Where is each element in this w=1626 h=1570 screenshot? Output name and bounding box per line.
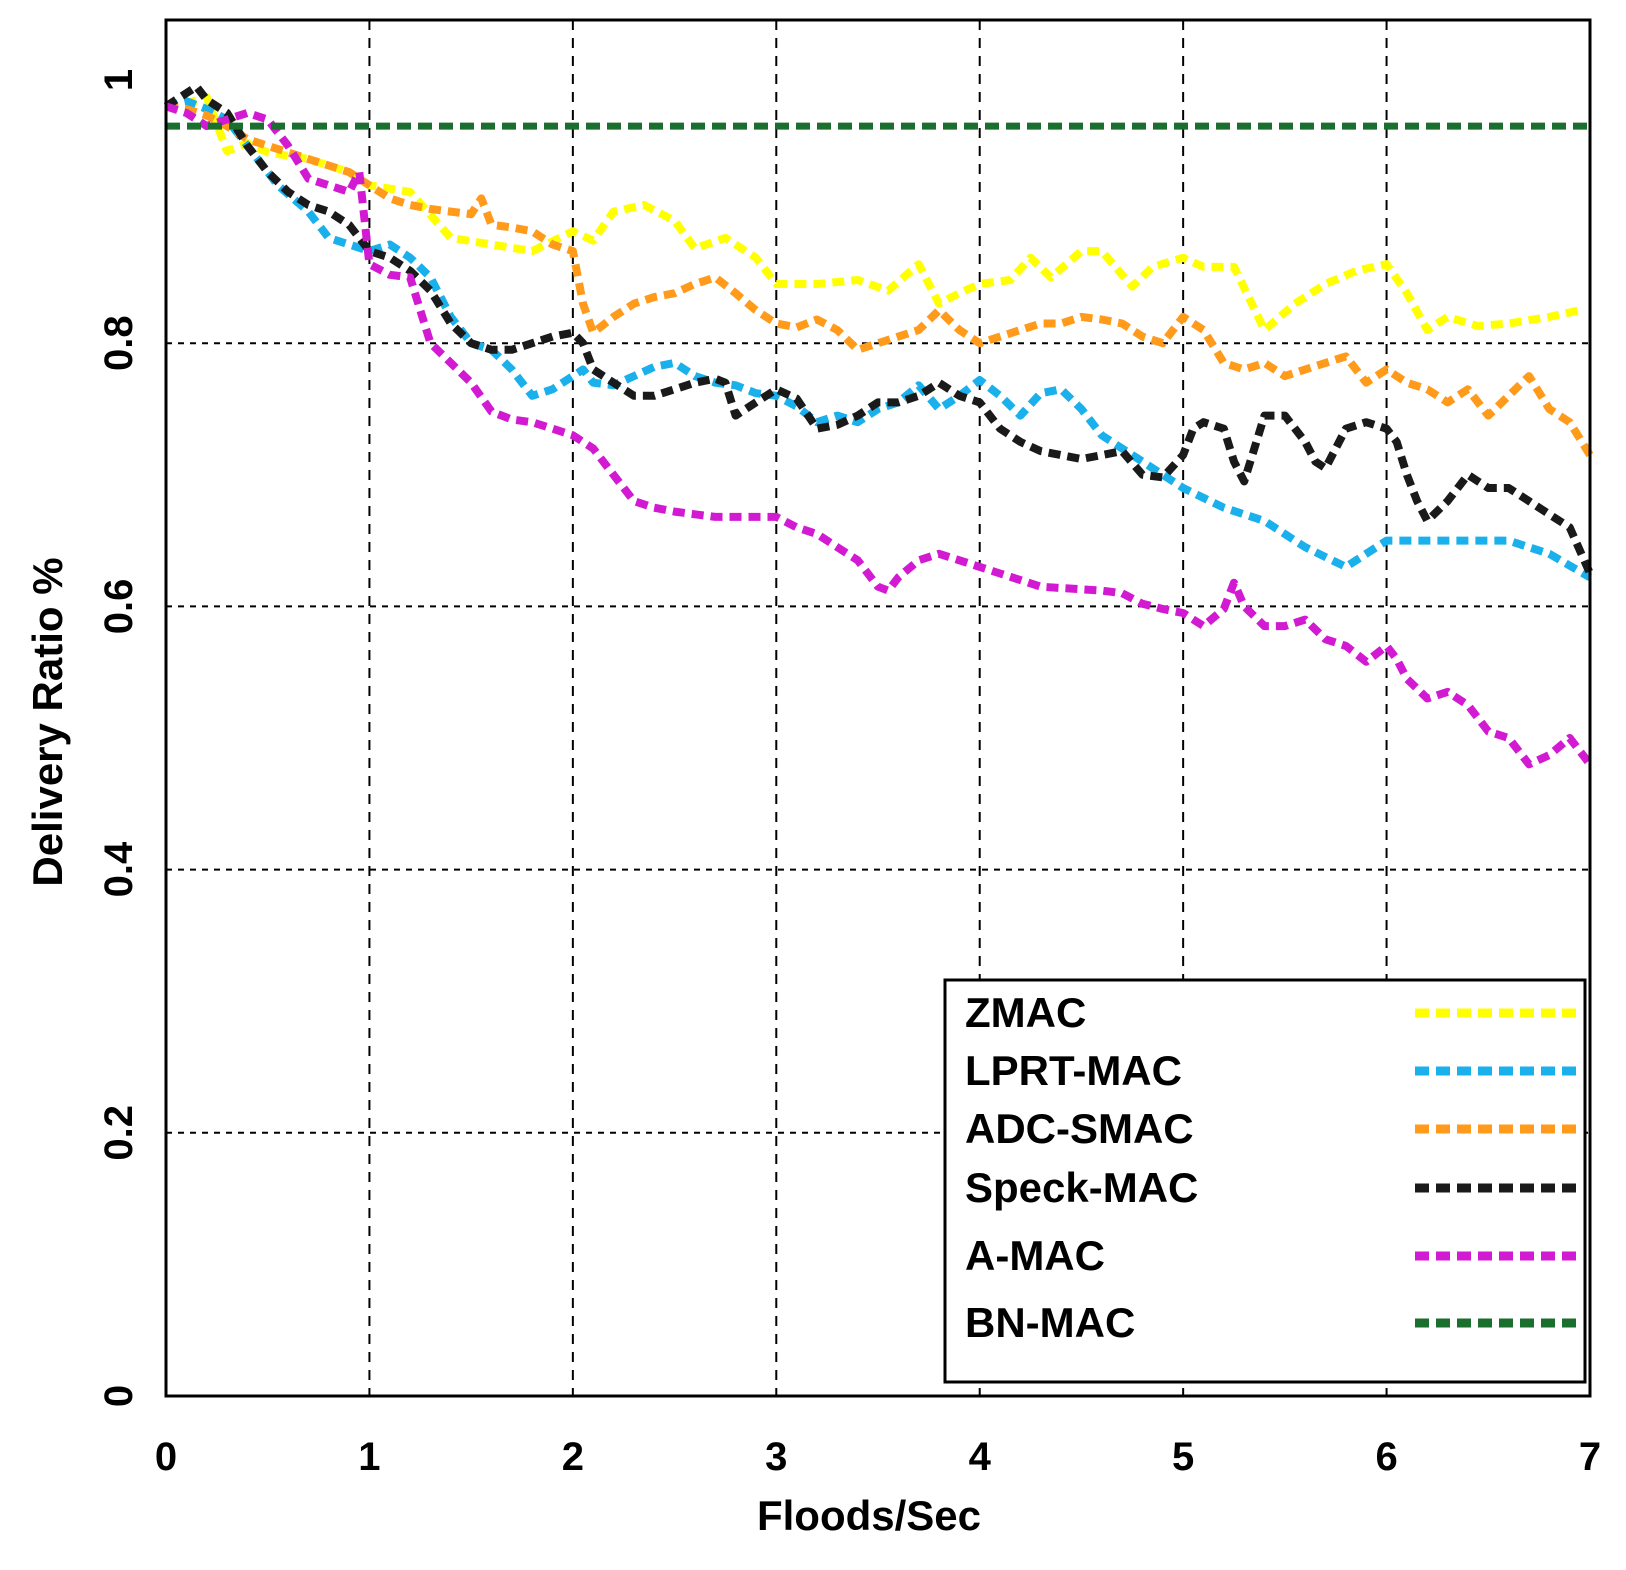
series-line-zmac	[165, 93, 1581, 334]
legend-label-adc-smac: ADC-SMAC	[965, 1105, 1194, 1152]
legend-label-zmac: ZMAC	[965, 989, 1086, 1036]
y-tick-label: 1	[97, 69, 141, 91]
y-tick-label: 0.4	[97, 841, 141, 897]
legend-label-speck-mac: Speck-MAC	[965, 1164, 1198, 1211]
series-line-speck-mac	[163, 82, 1594, 576]
y-tick-label: 0	[97, 1385, 141, 1407]
x-tick-label: 2	[562, 1435, 584, 1479]
legend-label-a-mac: A-MAC	[965, 1232, 1105, 1279]
plot-area-frame	[164, 18, 1592, 1398]
legend-entries: ZMAC LPRT-MAC ADC-SMAC Speck-MAC A-MAC BN-MAC	[965, 989, 1578, 1346]
x-tick-label: 0	[155, 1435, 177, 1479]
x-tick-label: 7	[1579, 1435, 1601, 1479]
legend-label-lprt-mac: LPRT-MAC	[965, 1047, 1182, 1094]
x-tick-label: 3	[765, 1435, 787, 1479]
y-tick-label: 0.2	[97, 1105, 141, 1161]
y-tick-label: 0.8	[97, 315, 141, 371]
grid-lines	[166, 20, 1590, 1396]
series-line-adc-smac	[165, 102, 1594, 458]
legend: ZMAC LPRT-MAC ADC-SMAC Speck-MAC A-MAC BN-MAC	[943, 978, 1587, 1384]
tick-labels: 0 1 2 3 4 5 6 7 0 0.2 0.4 0.6 0.8 1	[97, 69, 1601, 1479]
series-line-a-mac	[164, 102, 1594, 769]
x-tick-label: 1	[358, 1435, 380, 1479]
legend-box	[943, 978, 1587, 1384]
y-axis-title: Delivery Ratio %	[24, 557, 71, 886]
x-tick-label: 5	[1172, 1435, 1194, 1479]
series-line-lprt-mac	[165, 97, 1593, 581]
x-axis-title: Floods/Sec	[757, 1492, 981, 1539]
y-tick-label: 0.6	[97, 579, 141, 635]
series-lines	[163, 82, 1594, 769]
legend-label-bn-mac: BN-MAC	[965, 1299, 1135, 1346]
x-tick-label: 4	[969, 1435, 992, 1479]
x-tick-label: 6	[1375, 1435, 1397, 1479]
